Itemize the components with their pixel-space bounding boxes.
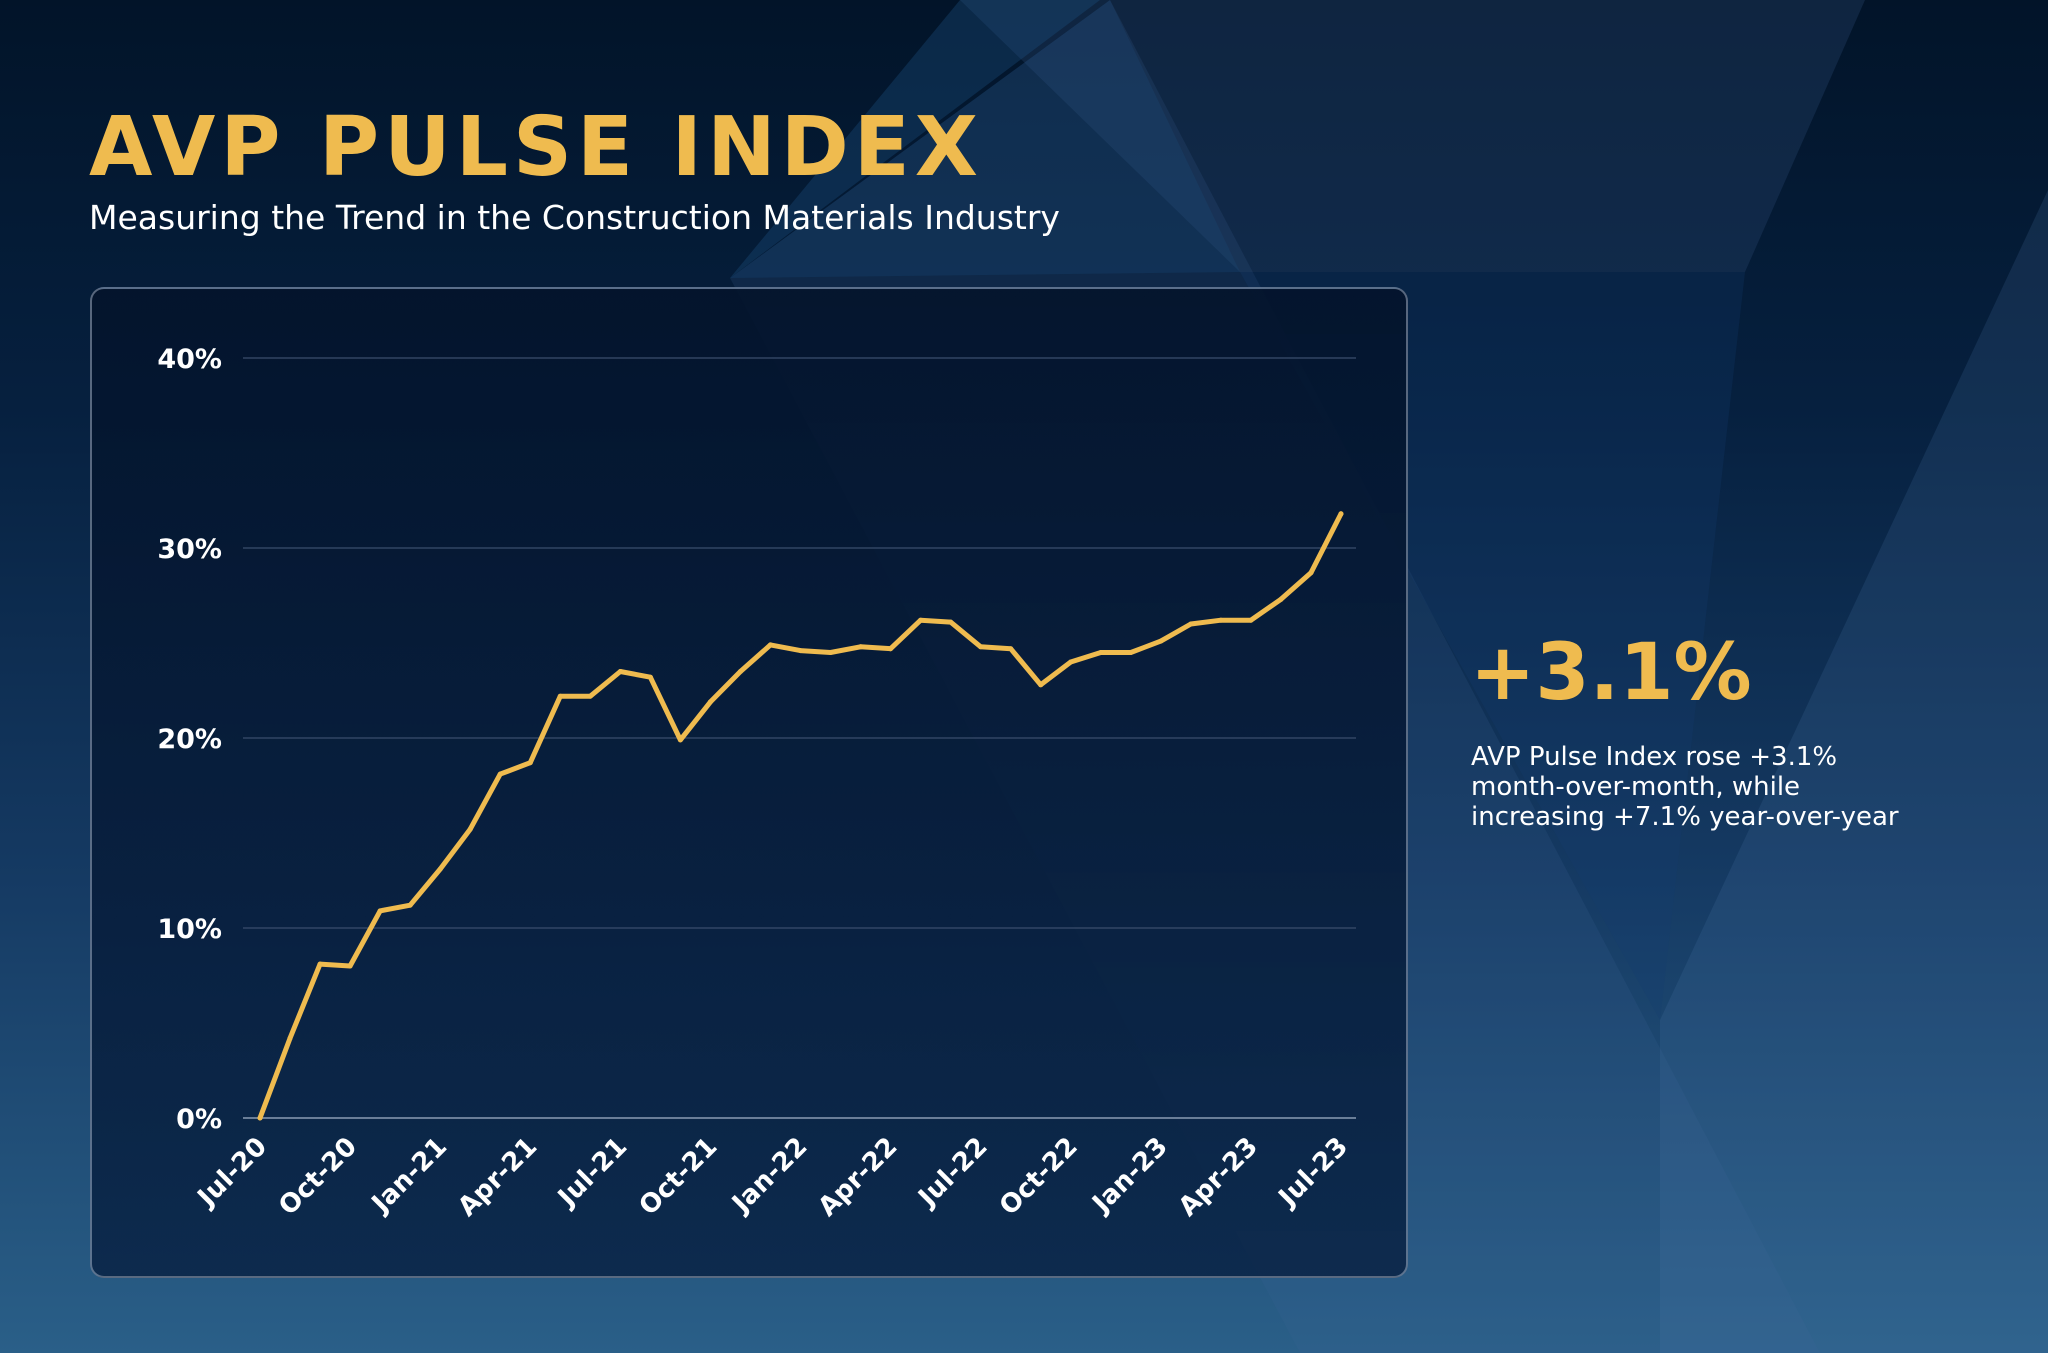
data-point [407,902,413,908]
y-tick-label: 10% [157,914,222,945]
data-point [828,650,834,655]
data-point [1188,621,1194,627]
data-point [948,619,954,625]
data-point [1218,617,1224,623]
data-point [647,674,653,680]
x-tick-label: Apr-21 [452,1132,543,1223]
description-line: month-over-month, while [1471,772,1801,802]
data-point [1098,650,1104,655]
data-point [377,908,383,914]
change-description: AVP Pulse Index rose +3.1% month-over-mo… [1471,742,1991,832]
data-point [798,648,803,654]
data-point [257,1115,263,1121]
chart-card [90,287,1408,1278]
data-point [587,693,593,699]
x-tick-label: Jan-23 [1086,1132,1174,1220]
description-line: increasing +7.1% year-over-year [1471,802,1899,832]
data-point [497,771,503,777]
data-point [437,866,443,872]
x-tick-label: Oct-21 [634,1132,724,1222]
page-subtitle: Measuring the Trend in the Construction … [89,198,1060,237]
data-point [737,669,743,674]
data-point [1278,596,1284,602]
data-point [707,699,713,705]
x-tick-label: Oct-22 [994,1132,1084,1222]
x-tick-label: Oct-20 [273,1132,363,1222]
series-line [257,511,1344,1121]
data-point [677,737,683,743]
data-point [1068,659,1074,665]
x-tick-label: Jan-22 [725,1132,813,1220]
data-point [527,760,533,766]
data-point [888,646,894,652]
data-point [1008,646,1014,652]
x-tick-label: Jul-21 [551,1132,633,1214]
data-point [1338,511,1344,517]
y-tick-label: 20% [157,724,222,755]
data-point [347,963,353,969]
x-tick-label: Jul-20 [191,1132,273,1214]
x-tick-label: Apr-23 [1173,1132,1264,1223]
data-point [1308,570,1314,576]
data-point [858,644,864,650]
y-tick-label: 30% [157,534,222,565]
data-point [1248,617,1254,623]
data-point [467,826,473,832]
y-tick-label: 40% [157,344,222,375]
x-tick-label: Jan-21 [365,1132,453,1220]
x-tick-label: Jul-23 [1272,1132,1354,1214]
page-title: AVP PULSE INDEX [89,100,983,195]
description-line: AVP Pulse Index rose +3.1% [1471,742,1838,772]
data-point [918,617,924,623]
monthly-change-value: +3.1% [1470,628,1752,718]
data-point [317,961,323,967]
data-point [1038,682,1044,688]
x-tick-label: Apr-22 [813,1132,904,1223]
data-point [617,669,623,674]
data-point [767,642,773,648]
data-point [1128,650,1134,655]
data-point [557,693,563,699]
x-tick-label: Jul-22 [912,1132,994,1214]
data-point [978,644,984,650]
data-point [1158,638,1164,644]
y-tick-label: 0% [176,1104,222,1135]
data-point [287,1035,293,1041]
